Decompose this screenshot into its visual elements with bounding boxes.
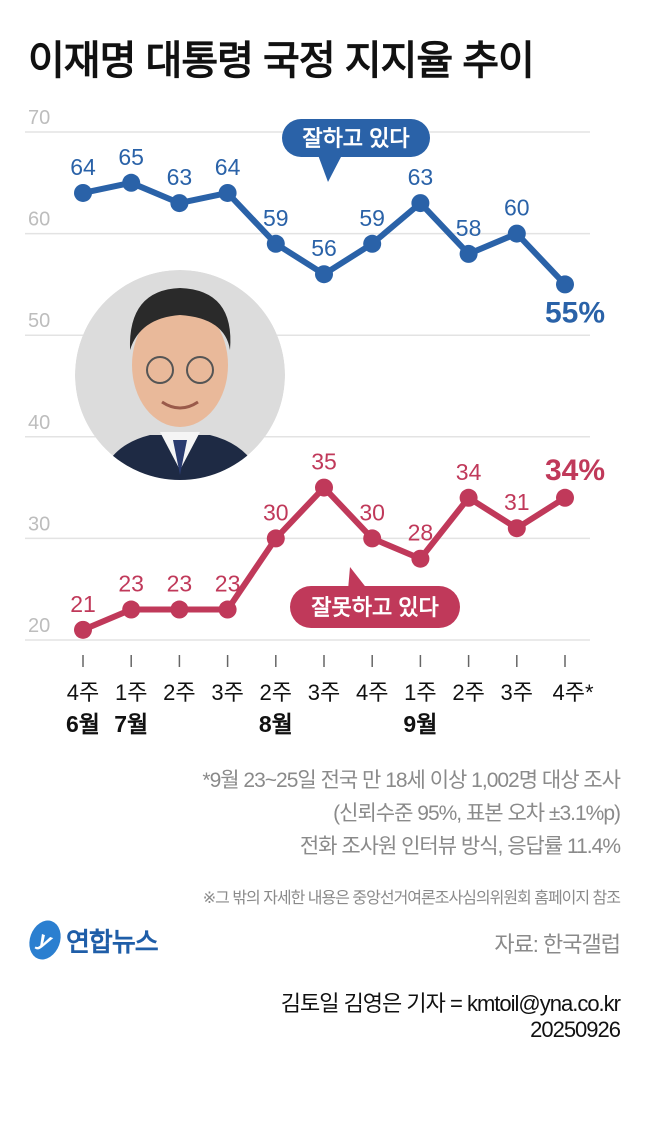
x-tick-label: 2주 <box>260 680 292 705</box>
data-point <box>218 600 237 619</box>
series-1: 21 23 23 23 30 35 30 28 34 31 34% <box>70 449 605 639</box>
byline: 김토일 김영은 기자 = kmtoil@yna.co.kr <box>280 991 621 1016</box>
x-tick-label: 3주 <box>211 680 243 705</box>
x-tick-label: 3주 <box>308 680 340 705</box>
data-label: 63 <box>167 164 193 190</box>
data-point <box>459 488 478 507</box>
data-point <box>363 234 382 253</box>
data-label: 30 <box>263 499 289 525</box>
data-point <box>266 234 285 253</box>
data-point <box>507 224 526 243</box>
data-label: 60 <box>504 195 530 221</box>
data-point <box>507 519 526 538</box>
data-point <box>74 620 92 639</box>
data-label: 28 <box>408 520 434 546</box>
data-point <box>74 183 92 202</box>
y-tick-label: 50 <box>28 310 50 332</box>
data-label: 21 <box>70 591 96 617</box>
data-label: 64 <box>70 154 96 180</box>
data-point <box>411 549 430 568</box>
callout-approve: 잘하고 있다 <box>282 119 430 182</box>
politician-photo <box>75 270 285 480</box>
y-tick-label: 70 <box>28 107 50 129</box>
page-title: 이재명 대통령 국정 지지율 추이 <box>28 39 535 83</box>
data-point <box>315 478 333 497</box>
data-point <box>411 194 430 213</box>
data-label: 31 <box>504 489 530 515</box>
data-point <box>556 488 574 507</box>
data-point <box>170 194 189 213</box>
source: 자료: 한국갤럽 <box>494 932 621 957</box>
data-label: 64 <box>215 154 241 180</box>
data-label: 59 <box>263 205 289 231</box>
data-label: 34 <box>456 459 482 485</box>
footnote: ※그 밖의 자세한 내용은 중앙선거여론조사심의위원회 홈페이지 참조 <box>202 890 621 907</box>
data-point <box>122 600 141 619</box>
x-tick-label: 2주 <box>163 680 195 705</box>
svg-text:잘하고 있다: 잘하고 있다 <box>302 126 410 151</box>
yonhap-logo-icon: y <box>24 916 66 964</box>
survey-note-2: (신뢰수준 95%, 표본 오차 ±3.1%p) <box>333 802 621 825</box>
data-point <box>459 244 478 263</box>
x-tick-label: 3주 <box>501 680 533 705</box>
month-label: 9월 <box>403 711 437 737</box>
survey-note-1: *9월 23~25일 전국 만 18세 이상 1,002명 대상 조사 <box>202 769 621 792</box>
yonhap-logo: y 연합뉴스 <box>24 916 159 964</box>
x-tick-label: 1주 <box>115 680 147 705</box>
line-chart: 20 30 40 50 60 70 64 65 63 64 59 56 59 63 58 60 55% 21 23… <box>25 107 605 737</box>
data-label-final: 55% <box>545 296 605 329</box>
x-tick-label: 4주 <box>67 680 99 705</box>
month-label: 8월 <box>259 711 293 737</box>
series-0: 64 65 63 64 59 56 59 63 58 60 55% <box>70 144 605 330</box>
x-tick-label: 4주 <box>356 680 388 705</box>
data-point <box>218 183 237 202</box>
data-point <box>363 529 382 548</box>
data-label: 30 <box>359 499 385 525</box>
survey-note-3: 전화 조사원 인터뷰 방식, 응답률 11.4% <box>299 835 621 858</box>
y-tick-label: 20 <box>28 615 50 637</box>
data-point <box>122 173 141 192</box>
data-label: 65 <box>118 144 144 170</box>
y-tick-label: 60 <box>28 209 50 231</box>
x-tick-label: 4주* <box>552 680 593 705</box>
data-label-final: 34% <box>545 454 605 487</box>
y-tick-label: 40 <box>28 412 50 434</box>
data-label: 35 <box>311 449 337 475</box>
data-label: 63 <box>408 164 434 190</box>
data-label: 56 <box>311 235 337 261</box>
month-label: 7월 <box>114 711 148 737</box>
y-tick-label: 30 <box>28 513 50 535</box>
data-point <box>170 600 189 619</box>
data-point <box>266 529 285 548</box>
x-tick-label: 2주 <box>452 680 484 705</box>
yonhap-logo-text: 연합뉴스 <box>66 926 159 957</box>
callout-disapprove: 잘못하고 있다 <box>290 567 460 628</box>
data-label: 23 <box>118 571 144 597</box>
data-label: 58 <box>456 215 482 241</box>
x-tick-label: 1주 <box>404 680 436 705</box>
svg-text:잘못하고 있다: 잘못하고 있다 <box>311 595 439 620</box>
date: 20250926 <box>530 1017 621 1042</box>
month-label: 6월 <box>66 711 100 737</box>
data-label: 23 <box>167 571 193 597</box>
data-point <box>315 265 333 284</box>
data-label: 59 <box>359 205 385 231</box>
data-label: 23 <box>215 571 241 597</box>
data-point <box>556 275 574 294</box>
